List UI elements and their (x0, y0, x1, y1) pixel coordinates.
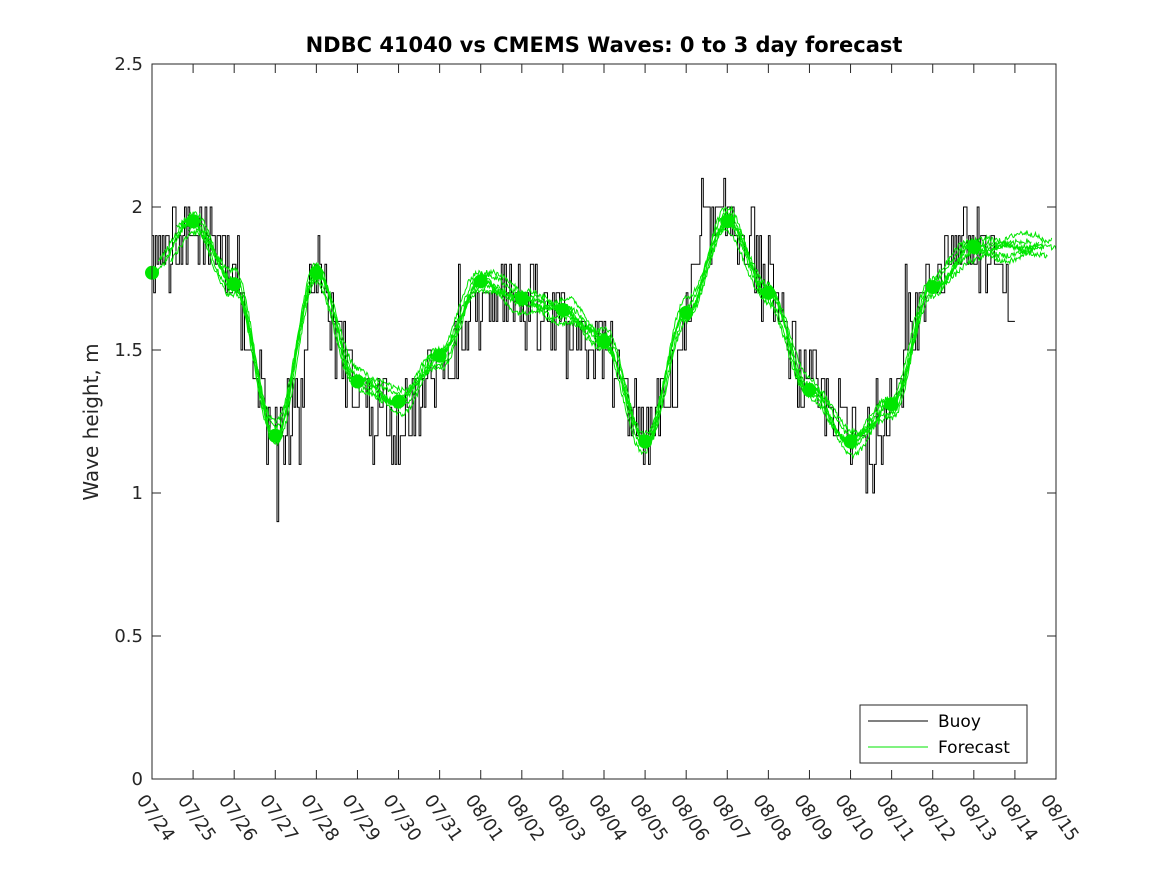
legend-box (859, 704, 1028, 764)
y-tick-label: 2 (132, 197, 143, 218)
tick-marks (151, 63, 1057, 780)
forecast-point (679, 305, 694, 320)
forecast-point (309, 265, 324, 280)
y-tick-label: 0.5 (114, 626, 143, 647)
forecast-point (761, 285, 776, 300)
y-tick-label: 2.5 (114, 54, 143, 75)
chart-title: NDBC 41040 vs CMEMS Waves: 0 to 3 day fo… (306, 33, 903, 57)
y-axis-label: Wave height, m (79, 343, 103, 500)
forecast-point (555, 302, 570, 317)
y-tick-label: 1 (132, 483, 143, 504)
forecast-line (176, 205, 1040, 447)
y-tick-labels: 0 0.5 1 1.5 2 2.5 (114, 54, 143, 790)
forecast-line (157, 208, 1053, 449)
forecast-point (432, 348, 447, 363)
forecast-point (925, 280, 940, 295)
y-tick-label: 1.5 (114, 340, 143, 361)
forecast-point (720, 214, 735, 229)
y-tick-label: 0 (132, 769, 143, 790)
legend-buoy-label: Buoy (938, 712, 981, 732)
forecast-point (802, 383, 817, 398)
forecast-point (966, 240, 981, 255)
forecast-point (186, 214, 201, 229)
forecast-point (884, 397, 899, 412)
forecast-point (350, 374, 365, 389)
forecast-point (597, 334, 611, 349)
forecast-point (227, 277, 242, 292)
forecast-point (473, 274, 488, 289)
legend-forecast-label: Forecast (938, 738, 1010, 758)
forecast-point (268, 428, 283, 443)
forecast-point (514, 291, 529, 306)
legend: Buoy Forecast (859, 704, 1028, 764)
forecast-point (391, 394, 406, 409)
forecast-point (843, 434, 858, 449)
forecast-point (638, 434, 653, 449)
